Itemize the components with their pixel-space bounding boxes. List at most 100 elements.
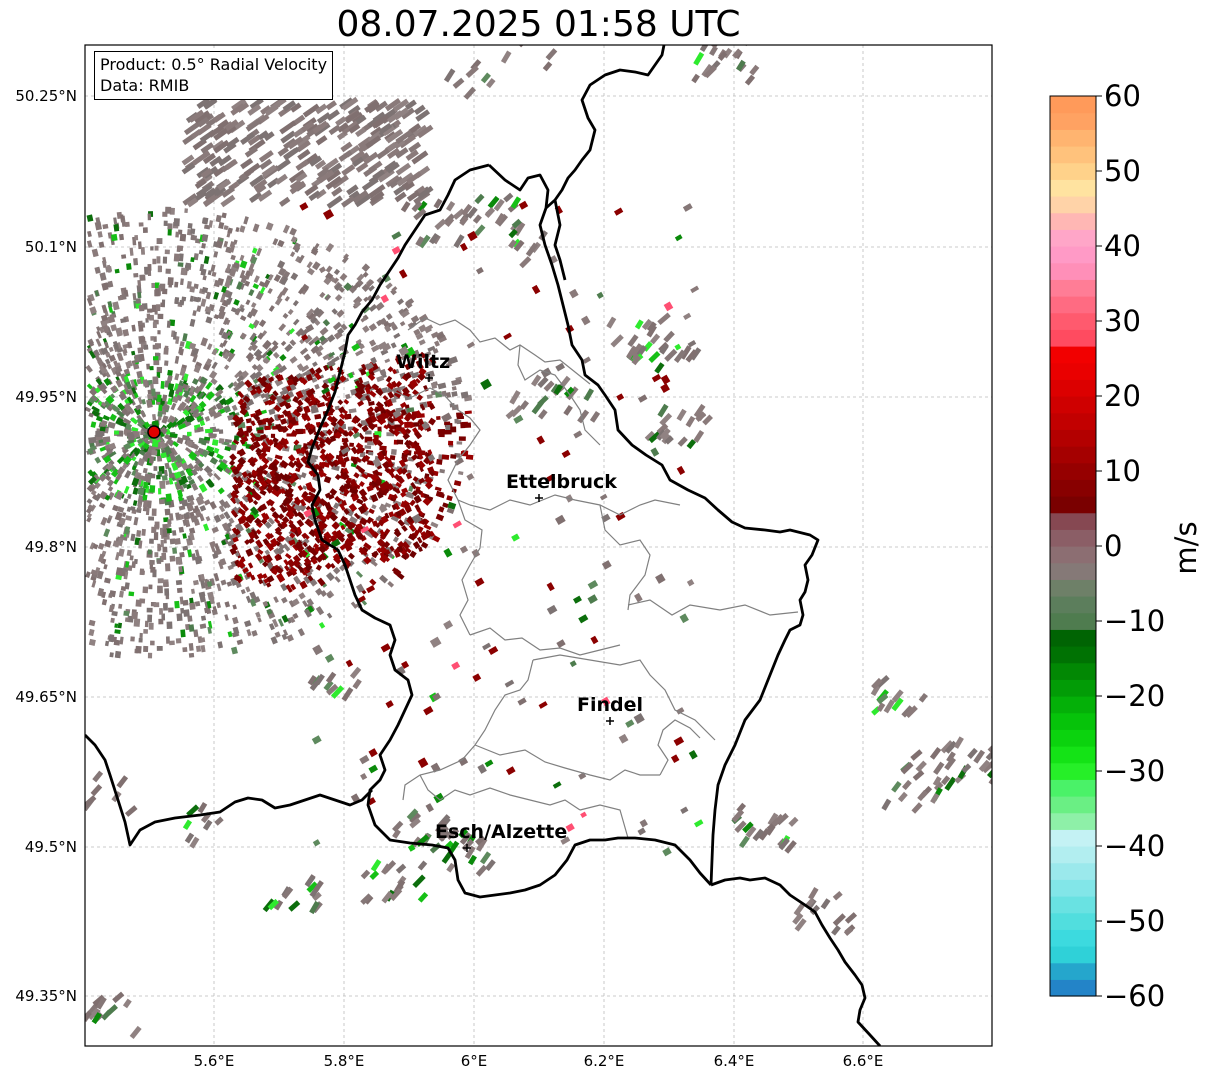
radar-echo-pixel	[244, 485, 253, 494]
radar-echo-pixel	[480, 378, 492, 390]
radar-echo-pixel	[518, 200, 529, 210]
radar-echo-pixel	[679, 613, 689, 624]
radar-echo-pixel	[401, 525, 408, 532]
radar-echo-pixel	[286, 378, 295, 387]
radar-echo-pixel	[255, 363, 264, 373]
radar-echo-pixel	[218, 154, 232, 167]
radar-echo-pixel	[188, 624, 195, 632]
radar-echo-pixel	[392, 499, 402, 507]
radar-echo-pixel	[242, 395, 251, 403]
radar-echo-pixel	[273, 404, 282, 413]
map-panel[interactable]: Wiltz Ettelbruck Findel Esch/Alzette	[73, 22, 1003, 1047]
radar-echo-pixel	[693, 430, 705, 443]
radar-echo-pixel	[257, 189, 273, 202]
colorbar-band	[1050, 229, 1096, 247]
radar-echo-pixel	[404, 99, 417, 110]
radar-echo-pixel	[531, 400, 544, 415]
radar-echo-pixel	[421, 518, 427, 525]
radar-echo-pixel	[156, 645, 163, 651]
radar-echo-pixel	[134, 450, 140, 456]
radar-echo-pixel	[167, 229, 172, 236]
radar-echo-pixel	[399, 320, 406, 327]
radar-echo-pixel	[249, 174, 265, 188]
radar-echo-pixel	[231, 646, 238, 655]
radar-echo-pixel	[546, 604, 558, 615]
radar-echo-pixel	[413, 328, 421, 336]
radar-echo-pixel	[253, 348, 263, 358]
radar-echo-pixel	[279, 400, 287, 408]
radar-echo-pixel	[422, 497, 432, 506]
radar-echo-pixel	[163, 469, 168, 477]
radar-echo-pixel	[630, 343, 643, 357]
radar-echo-pixel	[196, 495, 205, 505]
radar-echo-pixel	[268, 532, 275, 539]
radar-echo-pixel	[188, 527, 196, 535]
radar-echo-pixel	[352, 527, 361, 536]
radar-echo-pixel	[122, 328, 130, 337]
radar-echo-pixel	[334, 576, 341, 583]
radar-echo-pixel	[368, 400, 375, 406]
radar-echo-pixel	[370, 344, 380, 353]
radar-echo-pixel	[143, 645, 149, 653]
radar-echo-pixel	[267, 898, 280, 911]
radar-echo-pixel	[407, 844, 416, 852]
radar-echo-pixel	[197, 116, 210, 128]
radar-echo-pixel	[961, 763, 972, 774]
radar-echo-pixel	[231, 506, 241, 516]
radar-echo-pixel	[124, 805, 138, 817]
radar-echo-pixel	[484, 759, 494, 768]
radar-echo-pixel	[366, 516, 373, 524]
radar-echo-pixel	[126, 549, 132, 557]
radar-echo-pixel	[107, 315, 116, 324]
radar-echo-pixel	[334, 294, 343, 302]
radar-echo-pixel	[466, 341, 475, 349]
colorbar-band	[1050, 362, 1096, 380]
radar-echo-pixel	[88, 638, 96, 646]
radar-echo-pixel	[451, 386, 457, 391]
radar-echo-pixel	[205, 516, 211, 522]
radar-echo-pixel	[230, 509, 237, 517]
radar-echo-pixel	[306, 267, 315, 276]
radar-echo-pixel	[249, 97, 264, 110]
radar-echo-pixel	[424, 481, 434, 490]
radar-echo-pixel	[437, 382, 447, 390]
radar-echo-pixel	[292, 395, 300, 403]
radar-echo-pixel	[179, 367, 187, 377]
radar-echo-pixel	[200, 337, 209, 347]
radar-echo-pixel	[172, 331, 177, 340]
radar-echo-pixel	[314, 443, 321, 451]
radar-echo-pixel	[190, 235, 198, 241]
radar-echo-pixel	[259, 286, 266, 295]
radar-echo-pixel	[86, 512, 93, 519]
radar-echo-pixel	[306, 261, 313, 269]
radar-echo-pixel	[466, 473, 475, 481]
radar-echo-pixel	[166, 437, 175, 447]
radar-echo-pixel	[160, 426, 168, 435]
radar-echo-pixel	[290, 429, 299, 437]
radar-echo-pixel	[193, 465, 200, 472]
radar-echo-pixel	[205, 478, 215, 488]
radar-echo-pixel	[648, 430, 662, 444]
radar-echo-pixel	[149, 485, 156, 493]
radar-echo-pixel	[174, 538, 181, 545]
radar-echo-pixel	[717, 51, 728, 61]
radar-echo-pixel	[413, 494, 422, 504]
radar-echo-pixel	[384, 455, 391, 463]
radar-echo-pixel	[587, 594, 598, 604]
radar-echo-pixel	[425, 370, 433, 377]
radar-echo-pixel	[127, 360, 133, 367]
radar-echo-pixel	[699, 45, 709, 53]
radar-echo-pixel	[250, 302, 257, 309]
radar-echo-pixel	[228, 517, 235, 525]
radar-echo-pixel	[296, 363, 305, 371]
radar-echo-pixel	[394, 357, 401, 365]
radar-echo-pixel	[177, 245, 184, 252]
radar-echo-pixel	[349, 442, 354, 447]
radar-echo-pixel	[235, 522, 244, 533]
radar-echo-pixel	[368, 556, 377, 565]
radar-echo-pixel	[284, 565, 290, 572]
radar-echo-pixel	[277, 522, 285, 530]
radar-echo-pixel	[283, 559, 290, 566]
radar-echo-pixel	[299, 347, 309, 356]
radar-echo-pixel	[161, 552, 167, 560]
